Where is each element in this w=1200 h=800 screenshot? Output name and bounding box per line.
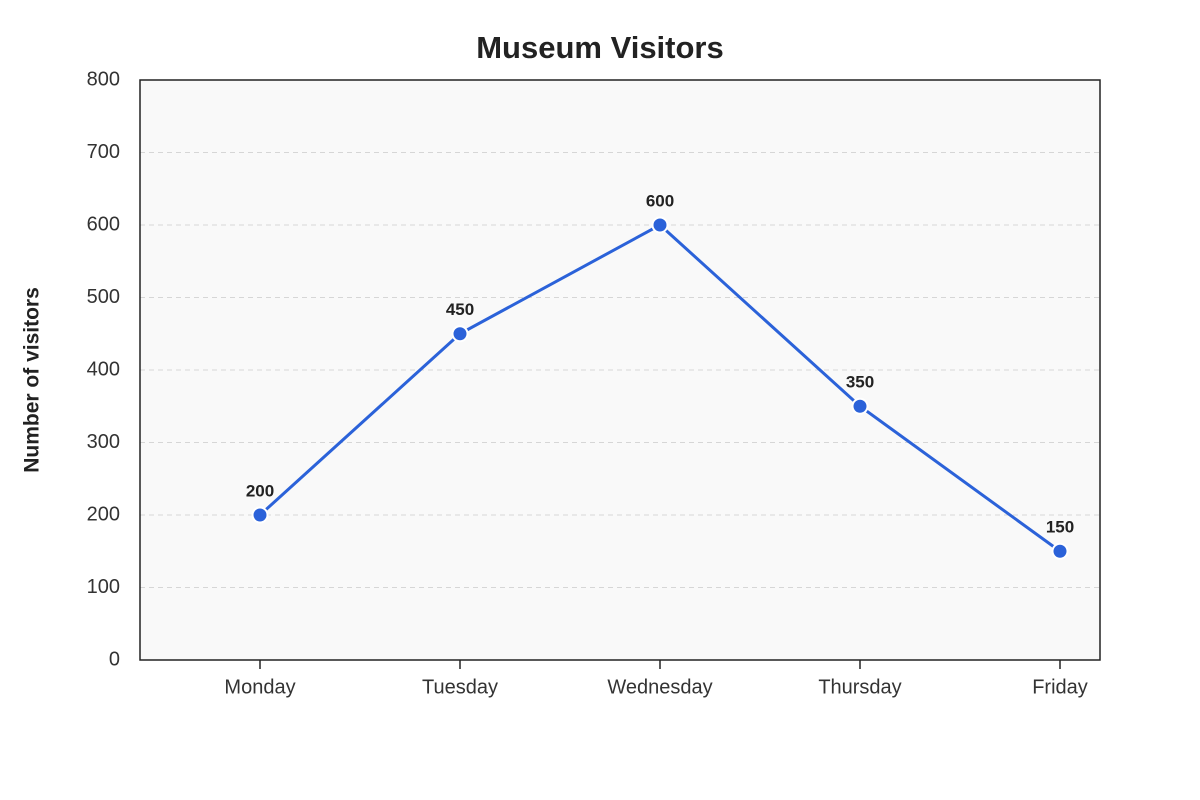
x-tick-label: Wednesday: [607, 676, 712, 698]
y-tick-label: 800: [87, 68, 120, 90]
data-point: [851, 397, 869, 415]
data-label: 450: [446, 300, 474, 319]
data-label: 150: [1046, 518, 1074, 537]
y-tick-label: 100: [87, 576, 120, 598]
x-tick-label: Friday: [1032, 676, 1088, 698]
x-tick-label: Monday: [224, 676, 295, 698]
y-tick-label: 700: [87, 141, 120, 163]
y-tick-label: 0: [109, 648, 120, 670]
data-label: 350: [846, 373, 874, 392]
data-point: [1051, 542, 1069, 560]
data-point: [251, 506, 269, 524]
y-tick-label: 300: [87, 431, 120, 453]
y-axis-label: Number of visitors: [21, 287, 44, 473]
x-tick-label: Thursday: [818, 676, 901, 698]
y-tick-label: 500: [87, 286, 120, 308]
data-label: 600: [646, 191, 674, 210]
y-tick-label: 600: [87, 213, 120, 235]
x-tick-label: Tuesday: [422, 676, 498, 698]
data-point: [651, 216, 669, 234]
data-label: 200: [246, 481, 274, 500]
y-tick-label: 400: [87, 358, 120, 380]
y-tick-label: 200: [87, 503, 120, 525]
plot-border: [139, 79, 1101, 661]
data-point: [451, 325, 469, 343]
chart-title: Museum Visitors: [476, 30, 724, 65]
